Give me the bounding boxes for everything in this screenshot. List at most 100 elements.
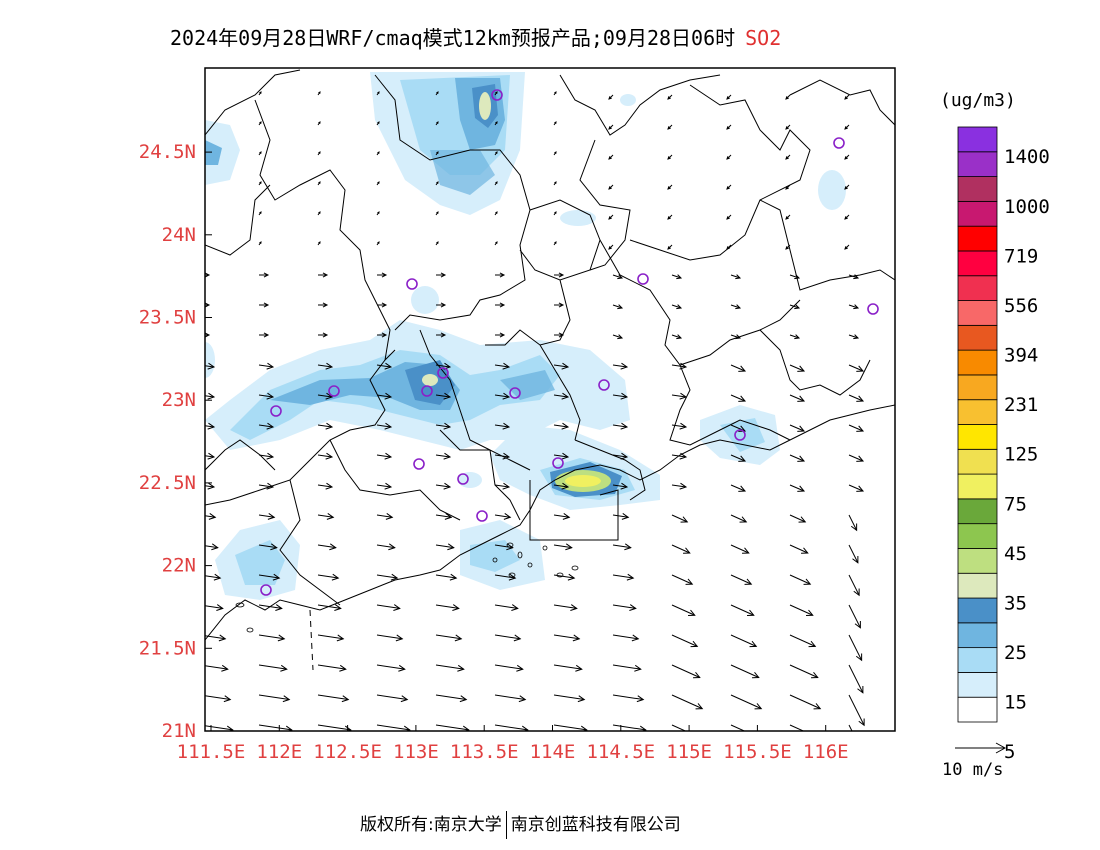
copyright-text: 版权所有:南京大学 [360, 815, 502, 835]
wind-arrow [258, 91, 262, 96]
monitoring-station [491, 89, 503, 101]
monitoring-station [476, 510, 488, 522]
x-tick-label: 114.5E [586, 741, 655, 763]
wind-arrow [494, 151, 498, 156]
wind-arrow [789, 424, 806, 432]
wind-arrow [608, 94, 614, 100]
wind-arrow [730, 394, 747, 402]
wind-arrow [554, 302, 565, 308]
wind-arrow [258, 482, 275, 490]
y-tick-label: 21N [162, 720, 196, 742]
legend-label: 125 [1004, 444, 1038, 466]
wind-arrow [671, 724, 687, 731]
wind-arrow [612, 604, 637, 611]
wind-arrow [435, 181, 439, 186]
wind-arrow [376, 543, 396, 551]
wind-arrow [205, 664, 229, 672]
wind-arrow [494, 573, 517, 581]
wind-arrow [730, 664, 760, 679]
wind-arrow [789, 304, 801, 310]
legend-label: 25 [1004, 642, 1027, 664]
wind-arrow [785, 94, 791, 100]
wind-arrow [671, 694, 704, 710]
wind-arrow [553, 513, 571, 520]
monitoring-station [552, 457, 564, 469]
wind-arrow [554, 272, 565, 278]
monitoring-station [437, 367, 449, 379]
wind-arrow [435, 392, 452, 400]
wind-arrow [205, 422, 216, 430]
wind-arrow [553, 724, 588, 731]
wind-reference-label: 10 m/s [942, 760, 1004, 780]
wind-arrow [553, 452, 570, 460]
wind-arrow [667, 214, 673, 220]
legend-swatch [957, 498, 998, 525]
wind-arrow [259, 332, 270, 338]
wind-arrow [730, 304, 742, 310]
wind-arrow [671, 664, 701, 679]
legend-unit: (ug/m3) [940, 90, 1016, 111]
wind-arrow [494, 181, 498, 186]
wind-arrow [726, 184, 732, 190]
wind-arrow [730, 334, 742, 340]
wind-arrow [200, 152, 202, 155]
wind-arrow [259, 302, 270, 308]
legend-swatch [957, 597, 998, 624]
wind-arrow [376, 422, 393, 430]
wind-arrow [848, 724, 853, 731]
legend-label: 15 [1004, 692, 1027, 714]
legend-label: 1000 [1004, 196, 1050, 218]
wind-arrow [789, 604, 814, 617]
wind-arrow [259, 272, 270, 278]
wind-arrow [200, 242, 202, 245]
wind-arrow [377, 302, 388, 308]
station-markers [260, 89, 879, 596]
wind-arrow [785, 214, 791, 220]
wind-arrow [258, 151, 262, 156]
wind-arrow [848, 694, 865, 727]
wind-arrow [435, 604, 460, 611]
wind-arrow [205, 513, 217, 520]
axis-ticks: 111.5E 112E 112.5E 113E 113.5E 114E 114.5E 115E… [139, 141, 849, 763]
wind-arrow [494, 362, 511, 370]
wind-arrow [435, 241, 439, 246]
wind-arrow [435, 694, 468, 703]
wind-arrow [553, 392, 570, 400]
plot-frame [204, 67, 896, 732]
wind-arrow [730, 274, 742, 280]
x-tick-label: 112.5E [313, 741, 382, 763]
wind-arrow [436, 332, 447, 338]
wind-arrow [667, 94, 673, 100]
wind-arrow [612, 724, 647, 731]
wind-arrow [435, 482, 452, 490]
legend-swatch [957, 300, 998, 326]
wind-arrow [258, 121, 262, 126]
wind-arrow [553, 211, 557, 216]
wind-arrow [258, 392, 275, 400]
wind-arrow [494, 724, 529, 731]
wind-arrow [789, 484, 806, 492]
wind-arrow [553, 151, 557, 156]
wind-arrow [317, 573, 340, 581]
wind-arrow [494, 211, 498, 216]
west-blob [205, 120, 240, 185]
wind-arrow [671, 392, 688, 400]
wind-arrow [435, 91, 439, 96]
x-tick-label: 113.5E [450, 741, 519, 763]
wind-arrow [205, 604, 224, 611]
wind-arrow [200, 182, 202, 185]
wind-arrow [612, 274, 624, 280]
legend-swatch [957, 473, 998, 500]
x-tick-label: 114E [530, 741, 576, 763]
wind-arrow [200, 212, 202, 215]
wind-arrow [671, 634, 699, 648]
wind-arrow [848, 394, 865, 402]
wind-arrow [376, 452, 393, 460]
wind-arrow [376, 151, 380, 156]
wind-arrow [376, 91, 380, 96]
wind-arrow [671, 514, 689, 523]
wind-arrow [258, 452, 275, 460]
wind-arrow [258, 513, 276, 520]
wind-arrow [258, 694, 291, 703]
y-tick-label: 24N [162, 224, 196, 246]
